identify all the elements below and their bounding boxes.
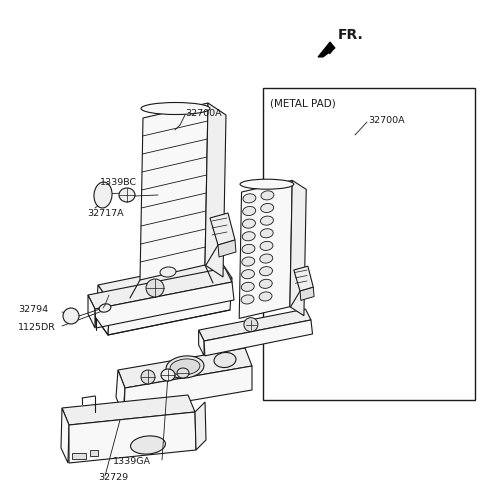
Polygon shape <box>218 240 236 257</box>
Text: 32717A: 32717A <box>87 208 124 217</box>
Circle shape <box>146 279 164 297</box>
Polygon shape <box>108 278 232 335</box>
Circle shape <box>63 308 79 324</box>
Text: 32729: 32729 <box>98 474 128 483</box>
Ellipse shape <box>259 292 272 301</box>
Polygon shape <box>88 268 232 309</box>
Polygon shape <box>69 412 196 463</box>
Ellipse shape <box>243 194 256 203</box>
Ellipse shape <box>240 179 294 189</box>
Ellipse shape <box>241 270 254 279</box>
Text: 1339BC: 1339BC <box>100 177 137 187</box>
Polygon shape <box>116 370 125 415</box>
Ellipse shape <box>166 356 204 378</box>
Polygon shape <box>205 103 226 277</box>
Text: 32700A: 32700A <box>368 116 405 124</box>
Polygon shape <box>239 180 292 319</box>
Bar <box>90 450 98 456</box>
Ellipse shape <box>119 188 135 202</box>
Ellipse shape <box>94 182 112 208</box>
Ellipse shape <box>260 267 273 276</box>
Ellipse shape <box>261 216 274 225</box>
Polygon shape <box>62 395 195 425</box>
Text: 1339GA: 1339GA <box>113 457 151 466</box>
Circle shape <box>244 318 258 331</box>
Ellipse shape <box>242 245 255 253</box>
Text: FR.: FR. <box>338 28 364 42</box>
Polygon shape <box>290 180 306 316</box>
Ellipse shape <box>241 295 254 304</box>
Circle shape <box>141 370 155 384</box>
Ellipse shape <box>241 282 254 291</box>
Text: (METAL PAD): (METAL PAD) <box>270 98 336 108</box>
Ellipse shape <box>260 254 273 263</box>
Ellipse shape <box>160 267 176 277</box>
Bar <box>263 88 475 400</box>
Polygon shape <box>210 213 235 245</box>
Ellipse shape <box>141 102 210 115</box>
Text: 1125DR: 1125DR <box>18 324 56 332</box>
Polygon shape <box>199 309 311 341</box>
Ellipse shape <box>131 436 166 454</box>
Bar <box>72 453 86 459</box>
Ellipse shape <box>170 359 200 375</box>
Ellipse shape <box>243 206 256 215</box>
Text: 32794: 32794 <box>18 305 48 315</box>
Polygon shape <box>204 320 312 356</box>
Ellipse shape <box>242 232 255 241</box>
Ellipse shape <box>99 304 111 312</box>
Ellipse shape <box>242 257 255 266</box>
Polygon shape <box>88 295 95 328</box>
Polygon shape <box>318 42 335 57</box>
Polygon shape <box>140 103 208 280</box>
Polygon shape <box>98 260 232 303</box>
Polygon shape <box>118 348 252 388</box>
Ellipse shape <box>177 368 189 378</box>
Ellipse shape <box>261 191 274 200</box>
Ellipse shape <box>261 204 274 212</box>
Polygon shape <box>300 287 314 300</box>
Ellipse shape <box>242 219 255 228</box>
Polygon shape <box>61 408 69 463</box>
Text: 32700A: 32700A <box>185 109 222 118</box>
Polygon shape <box>199 330 204 356</box>
Ellipse shape <box>161 369 175 381</box>
Polygon shape <box>124 366 252 412</box>
Ellipse shape <box>260 229 273 238</box>
Ellipse shape <box>259 279 272 288</box>
Ellipse shape <box>260 242 273 250</box>
Polygon shape <box>96 285 110 335</box>
Polygon shape <box>294 266 313 291</box>
Polygon shape <box>195 402 206 450</box>
Ellipse shape <box>214 352 236 368</box>
Polygon shape <box>95 282 234 328</box>
